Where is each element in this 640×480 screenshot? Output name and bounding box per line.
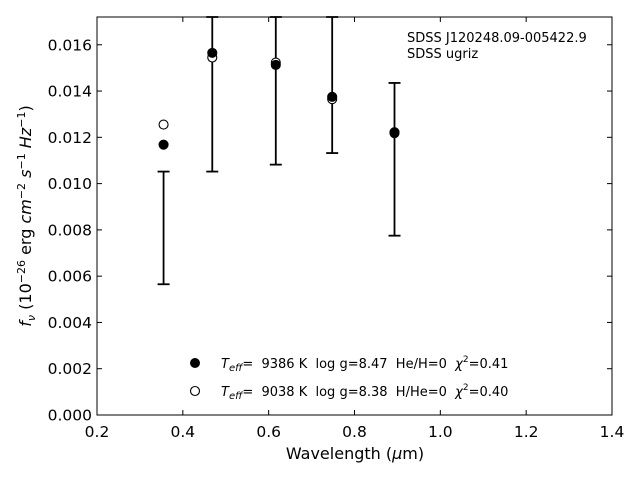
y-tick-label: 0.000 [48, 407, 92, 425]
y-tick-label: 0.010 [48, 175, 92, 193]
axes-frame [96, 16, 613, 416]
errorbar [388, 82, 401, 237]
errorbar [157, 170, 170, 286]
y-axis-title: fν (10−26 erg cm−2 s−1 Hz−1) [15, 105, 38, 326]
y-tick-label: 0.006 [48, 268, 92, 286]
x-tick-label: 0.2 [85, 423, 110, 441]
model-point-open [158, 119, 169, 130]
x-tick-label: 0.8 [342, 423, 367, 441]
x-tick-label: 1.2 [514, 423, 539, 441]
annotation-object-name: SDSS J120248.09-005422.9 [407, 31, 587, 46]
ticks-layer: 0.2 0.4 0.6 0.8 1.0 1.2 1.4 0.000 0.002 0.004 0.00… [48, 17, 625, 441]
x-tick-label: 0.6 [256, 423, 281, 441]
legend-label-filled: Teff= 9386 K log g=8.47 He/H=0 χ2=0.41 [221, 355, 508, 374]
y-tick-label: 0.016 [48, 36, 92, 54]
y-tick-label: 0.004 [48, 314, 92, 332]
x-tick-label: 1.4 [600, 423, 625, 441]
x-tick-label: 0.4 [171, 423, 196, 441]
y-tick-label: 0.014 [48, 83, 92, 101]
plot-layer [157, 16, 401, 286]
model-point-filled [270, 59, 281, 70]
model-point-filled [207, 47, 218, 58]
legend-marker-filled [190, 358, 200, 368]
y-tick-label: 0.012 [48, 129, 92, 147]
legend: Teff= 9386 K log g=8.47 He/H=0 χ2=0.41 T… [189, 355, 508, 402]
annotation-survey: SDSS ugriz [407, 47, 478, 62]
x-tick-label: 1.0 [428, 423, 453, 441]
model-point-filled [389, 127, 400, 138]
model-point-filled [327, 91, 338, 102]
y-tick-label: 0.002 [48, 360, 92, 378]
legend-marker-open [189, 385, 201, 397]
errorbar [326, 16, 339, 154]
y-tick-label: 0.008 [48, 221, 92, 239]
model-point-filled [158, 139, 169, 150]
legend-label-open: Teff= 9038 K log g=8.38 H/He=0 χ2=0.40 [221, 383, 508, 402]
errorbar [269, 16, 282, 166]
x-axis-title: Wavelength (μm) [286, 444, 424, 463]
errorbar [206, 16, 219, 173]
